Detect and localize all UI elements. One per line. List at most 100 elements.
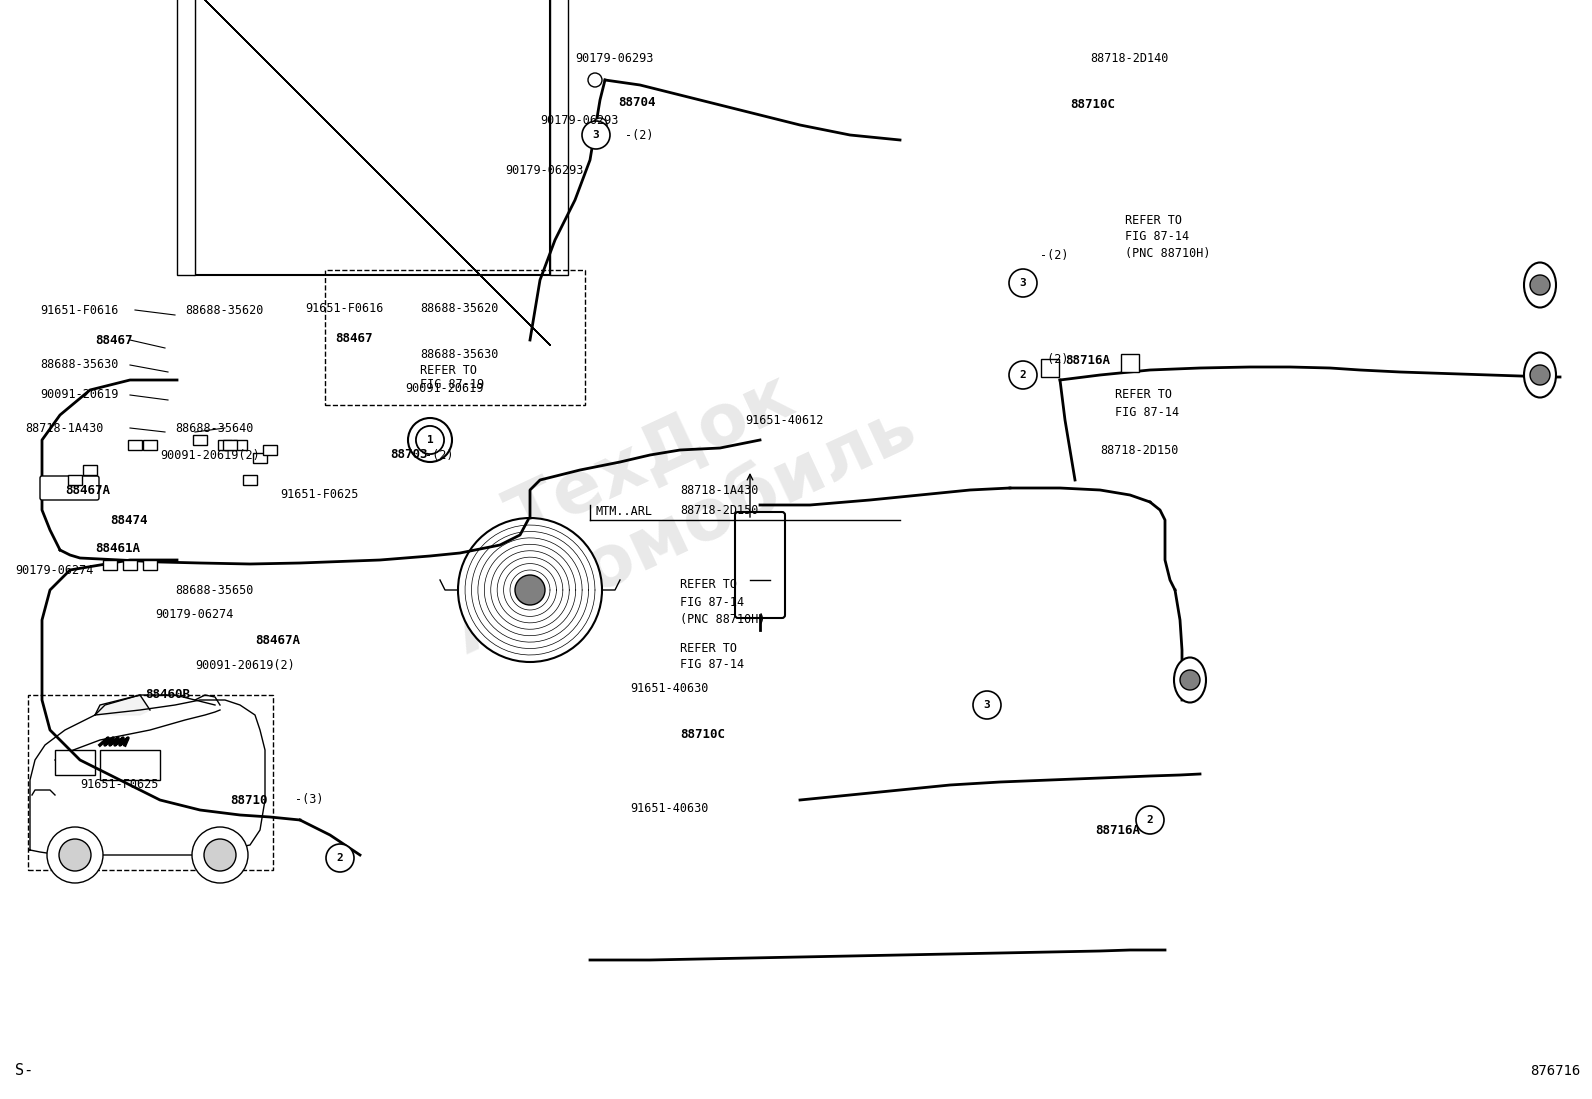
Bar: [194, 0, 549, 275]
Text: 88467: 88467: [96, 333, 132, 346]
Text: 90091-20619: 90091-20619: [404, 381, 484, 395]
Text: 88710: 88710: [229, 793, 267, 807]
Bar: [218, 440, 232, 449]
Circle shape: [1530, 275, 1551, 295]
Ellipse shape: [1173, 657, 1207, 702]
Circle shape: [1137, 806, 1164, 834]
Circle shape: [1180, 670, 1200, 690]
Text: 2: 2: [336, 853, 344, 863]
Text: 88688-35630: 88688-35630: [40, 358, 118, 371]
Text: 88467A: 88467A: [65, 484, 110, 497]
Text: REFER TO: REFER TO: [1114, 389, 1172, 401]
Bar: [143, 560, 158, 570]
Text: 91651-F0625: 91651-F0625: [80, 778, 158, 791]
Text: 90091-20619(2): 90091-20619(2): [194, 658, 295, 671]
Circle shape: [326, 844, 353, 872]
Text: FIG 87-14: FIG 87-14: [1126, 231, 1189, 244]
Bar: [56, 750, 96, 775]
Text: 88703: 88703: [390, 448, 428, 462]
Text: 88718-2D140: 88718-2D140: [1091, 52, 1169, 65]
Circle shape: [592, 118, 607, 132]
Ellipse shape: [1524, 263, 1555, 308]
Text: 88688-35620: 88688-35620: [420, 301, 498, 314]
Circle shape: [583, 121, 610, 149]
Bar: [29, 695, 272, 870]
Text: 88688-35650: 88688-35650: [175, 584, 253, 597]
FancyBboxPatch shape: [40, 476, 99, 500]
Text: 88467A: 88467A: [255, 633, 299, 646]
Text: -(2): -(2): [626, 129, 653, 142]
Text: 90179-06293: 90179-06293: [575, 52, 653, 65]
Bar: [68, 475, 83, 485]
Text: 90179-06274: 90179-06274: [14, 564, 94, 577]
Text: 88710C: 88710C: [680, 729, 724, 742]
Bar: [232, 440, 247, 449]
Text: 2: 2: [1019, 370, 1027, 380]
Text: 88474: 88474: [110, 513, 148, 526]
Text: S-: S-: [14, 1063, 33, 1078]
Text: 90091-20619: 90091-20619: [40, 389, 118, 401]
Text: 90179-06293: 90179-06293: [540, 113, 618, 126]
Text: 88461A: 88461A: [96, 542, 140, 555]
Circle shape: [416, 426, 444, 454]
Text: FIG 87-19: FIG 87-19: [420, 378, 484, 391]
Text: 88688-35630: 88688-35630: [420, 348, 498, 362]
Bar: [143, 440, 158, 449]
Circle shape: [458, 518, 602, 662]
Circle shape: [514, 575, 544, 606]
Circle shape: [587, 73, 602, 87]
Text: 88718-2D150: 88718-2D150: [680, 503, 758, 517]
Text: 91651-F0625: 91651-F0625: [280, 488, 358, 501]
Text: REFER TO: REFER TO: [1126, 213, 1181, 226]
Text: 88460B: 88460B: [145, 688, 189, 701]
Bar: [1041, 359, 1059, 377]
Text: FIG 87-14: FIG 87-14: [1114, 406, 1180, 419]
Bar: [100, 750, 161, 780]
Bar: [253, 453, 267, 463]
Text: 91651-40630: 91651-40630: [630, 681, 708, 695]
Text: -(2): -(2): [425, 448, 454, 462]
Bar: [263, 445, 277, 455]
Text: 90179-06293: 90179-06293: [505, 164, 583, 177]
Text: -(3): -(3): [295, 793, 323, 807]
Text: 91651-F0616: 91651-F0616: [40, 303, 118, 317]
Circle shape: [204, 839, 236, 872]
Text: 90179-06274: 90179-06274: [154, 609, 234, 622]
Text: 88718-2D150: 88718-2D150: [1100, 444, 1178, 456]
Ellipse shape: [1524, 353, 1555, 398]
Text: 3: 3: [592, 130, 599, 140]
Text: 88704: 88704: [618, 96, 656, 109]
Text: 88716A: 88716A: [1095, 823, 1140, 836]
Text: 3: 3: [1019, 278, 1027, 288]
Text: 88716A: 88716A: [1065, 354, 1110, 366]
Text: 88710C: 88710C: [1070, 99, 1114, 111]
Text: 3: 3: [984, 700, 990, 710]
Text: MTM..ARL: MTM..ARL: [595, 506, 653, 518]
Text: 2: 2: [1146, 815, 1153, 825]
Text: (PNC 88710H): (PNC 88710H): [1126, 247, 1210, 260]
Text: 91651-40630: 91651-40630: [630, 801, 708, 814]
Text: FIG 87-14: FIG 87-14: [680, 658, 743, 671]
Text: REFER TO: REFER TO: [420, 364, 478, 377]
Circle shape: [59, 839, 91, 872]
Text: 88467: 88467: [334, 332, 373, 344]
Bar: [177, 0, 194, 275]
Circle shape: [1009, 360, 1036, 389]
Bar: [123, 560, 137, 570]
Text: REFER TO: REFER TO: [680, 578, 737, 591]
Bar: [103, 560, 116, 570]
Text: -(2): -(2): [1040, 354, 1068, 366]
Bar: [325, 270, 584, 406]
Text: FIG 87-14: FIG 87-14: [680, 596, 743, 609]
Bar: [83, 465, 97, 475]
Text: 91651-40612: 91651-40612: [745, 413, 823, 426]
FancyBboxPatch shape: [736, 512, 785, 618]
Circle shape: [408, 418, 452, 462]
Text: 876716: 876716: [1530, 1064, 1581, 1078]
Bar: [193, 435, 207, 445]
Text: 88688-35640: 88688-35640: [175, 422, 253, 434]
Circle shape: [973, 691, 1001, 719]
Text: 91651-F0616: 91651-F0616: [306, 301, 384, 314]
Circle shape: [193, 828, 248, 882]
Bar: [127, 440, 142, 449]
